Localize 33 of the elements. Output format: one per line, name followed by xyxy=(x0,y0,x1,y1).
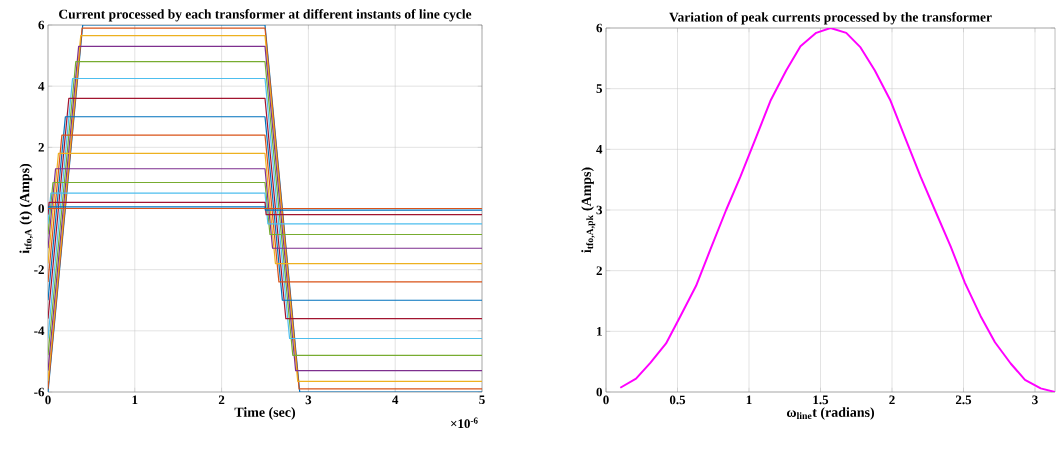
y-tick-label: -6 xyxy=(34,387,45,397)
y-tick-label: 4 xyxy=(38,81,45,91)
x-tick-label: 2 xyxy=(218,395,225,405)
line-series xyxy=(619,28,1056,392)
x-tick-label: 2.5 xyxy=(955,395,972,405)
x-tick-label: 0.5 xyxy=(669,395,686,405)
x-tick-label: 2 xyxy=(889,395,895,405)
x-axis-title: ω$_{line}$t (radians) xyxy=(786,407,875,420)
x-tick-label: 1 xyxy=(132,395,138,405)
y-tick-label: 0 xyxy=(596,387,602,397)
y-axis-title: i$_{tfo,A}$ (t) (Amps) xyxy=(19,163,33,254)
chart-title: Variation of peak currents processed by the transformer xyxy=(669,12,992,25)
y-tick-label: -4 xyxy=(34,326,45,336)
y-tick-label: 0 xyxy=(38,204,44,213)
y-tick-label: 6 xyxy=(38,20,45,30)
y-tick-label: 2 xyxy=(596,266,602,275)
x-tick-label: 4 xyxy=(392,395,399,405)
y-axis-title: i$_{tfo,A,pk}$ (Amps) xyxy=(581,167,596,253)
y-tick-label: 3 xyxy=(596,205,603,215)
text: ×10$^{-6}$ xyxy=(451,417,478,428)
y-tick-label: -2 xyxy=(34,265,44,274)
x-axis-title: Time (sec) xyxy=(234,407,296,420)
x-tick-label: 5 xyxy=(479,395,485,405)
y-tick-label: 4 xyxy=(596,145,603,154)
y-tick-label: 6 xyxy=(596,23,603,33)
x-tick-label: 3 xyxy=(305,395,312,405)
chart-title: Current processed by each transformer at different instants of line cycle xyxy=(59,9,472,22)
y-tick-label: 1 xyxy=(597,327,602,336)
y-tick-label: 5 xyxy=(596,84,603,93)
x-tick-label: 1.5 xyxy=(813,395,829,405)
x-tick-label: 1 xyxy=(746,395,752,405)
x-tick-label: 3 xyxy=(1032,395,1038,405)
y-tick-label: 2 xyxy=(38,143,44,152)
